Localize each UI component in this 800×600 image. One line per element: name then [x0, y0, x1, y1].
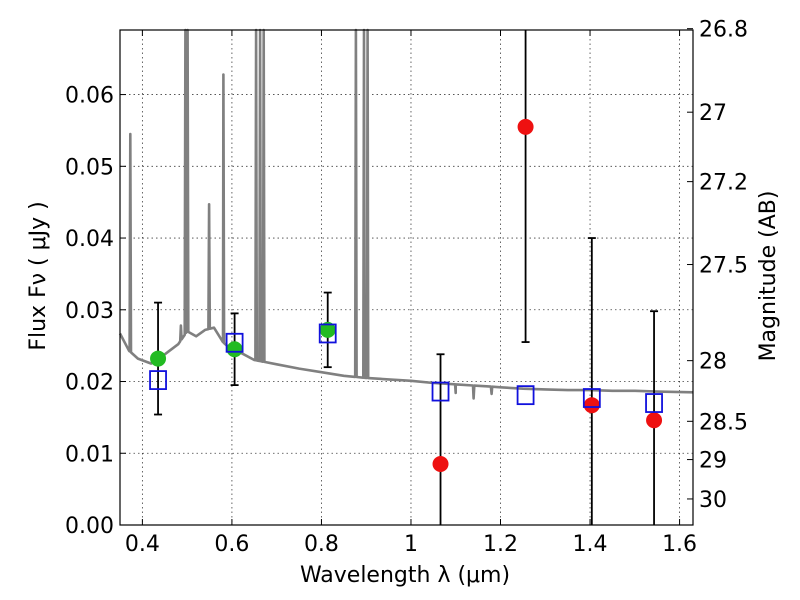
x-tick-label: 0.6 — [214, 532, 249, 557]
y-tick-label: 0.03 — [65, 299, 114, 324]
grid — [120, 30, 693, 526]
x-tick-label: 0.4 — [125, 532, 160, 557]
x-tick-label: 1.6 — [662, 532, 697, 557]
right-tick-label: 27.2 — [699, 171, 748, 196]
error-bars — [154, 30, 659, 525]
model-point — [645, 393, 663, 413]
y-tick-label: 0.01 — [65, 442, 114, 467]
data-points — [149, 118, 663, 473]
model-point — [225, 332, 244, 353]
right-tick-label: 26.8 — [699, 18, 748, 43]
model-point — [149, 370, 167, 390]
plot-frame — [119, 29, 694, 526]
x-tick-label: 0.8 — [304, 532, 339, 557]
data-point — [583, 397, 600, 414]
x-axis-label: Wavelength λ (μm) — [300, 563, 510, 588]
spectrum-line — [118, 28, 694, 400]
right-tick-label: 27 — [699, 101, 727, 126]
x-tick-label: 1 — [404, 532, 418, 557]
data-point — [432, 456, 449, 473]
right-tick-label: 29 — [699, 449, 727, 474]
right-tick-label: 30 — [699, 488, 727, 513]
model-spectrum — [118, 28, 694, 400]
data-point — [517, 118, 534, 135]
y-tick-label: 0.02 — [65, 371, 114, 396]
model-point — [431, 381, 450, 402]
model-point — [582, 388, 601, 408]
x-tick-label: 1.2 — [483, 532, 518, 557]
y-tick-label: 0.05 — [65, 155, 114, 180]
right-axis-label: Magnitude (AB) — [756, 191, 781, 362]
model-point — [318, 323, 337, 344]
right-tick-label: 27.5 — [699, 254, 748, 279]
right-tick-label: 28.5 — [699, 410, 748, 435]
y-tick-label: 0.06 — [65, 84, 114, 109]
y-tick-label: 0.04 — [65, 227, 114, 252]
x-tick-label: 1.4 — [573, 532, 608, 557]
axis-ticks: 0.4 0.6 0.8 1 1.2 1.4 1.6 0.00 0.01 0.02 0.03 0.04 0… — [65, 18, 748, 557]
data-point — [226, 341, 243, 358]
y-axis-label: Flux Fν ( μJy ) — [26, 201, 51, 350]
right-tick-label: 28 — [699, 350, 727, 375]
model-point — [516, 385, 535, 406]
data-point — [646, 412, 663, 429]
y-tick-label: 0.00 — [65, 514, 114, 539]
data-point — [150, 350, 167, 367]
